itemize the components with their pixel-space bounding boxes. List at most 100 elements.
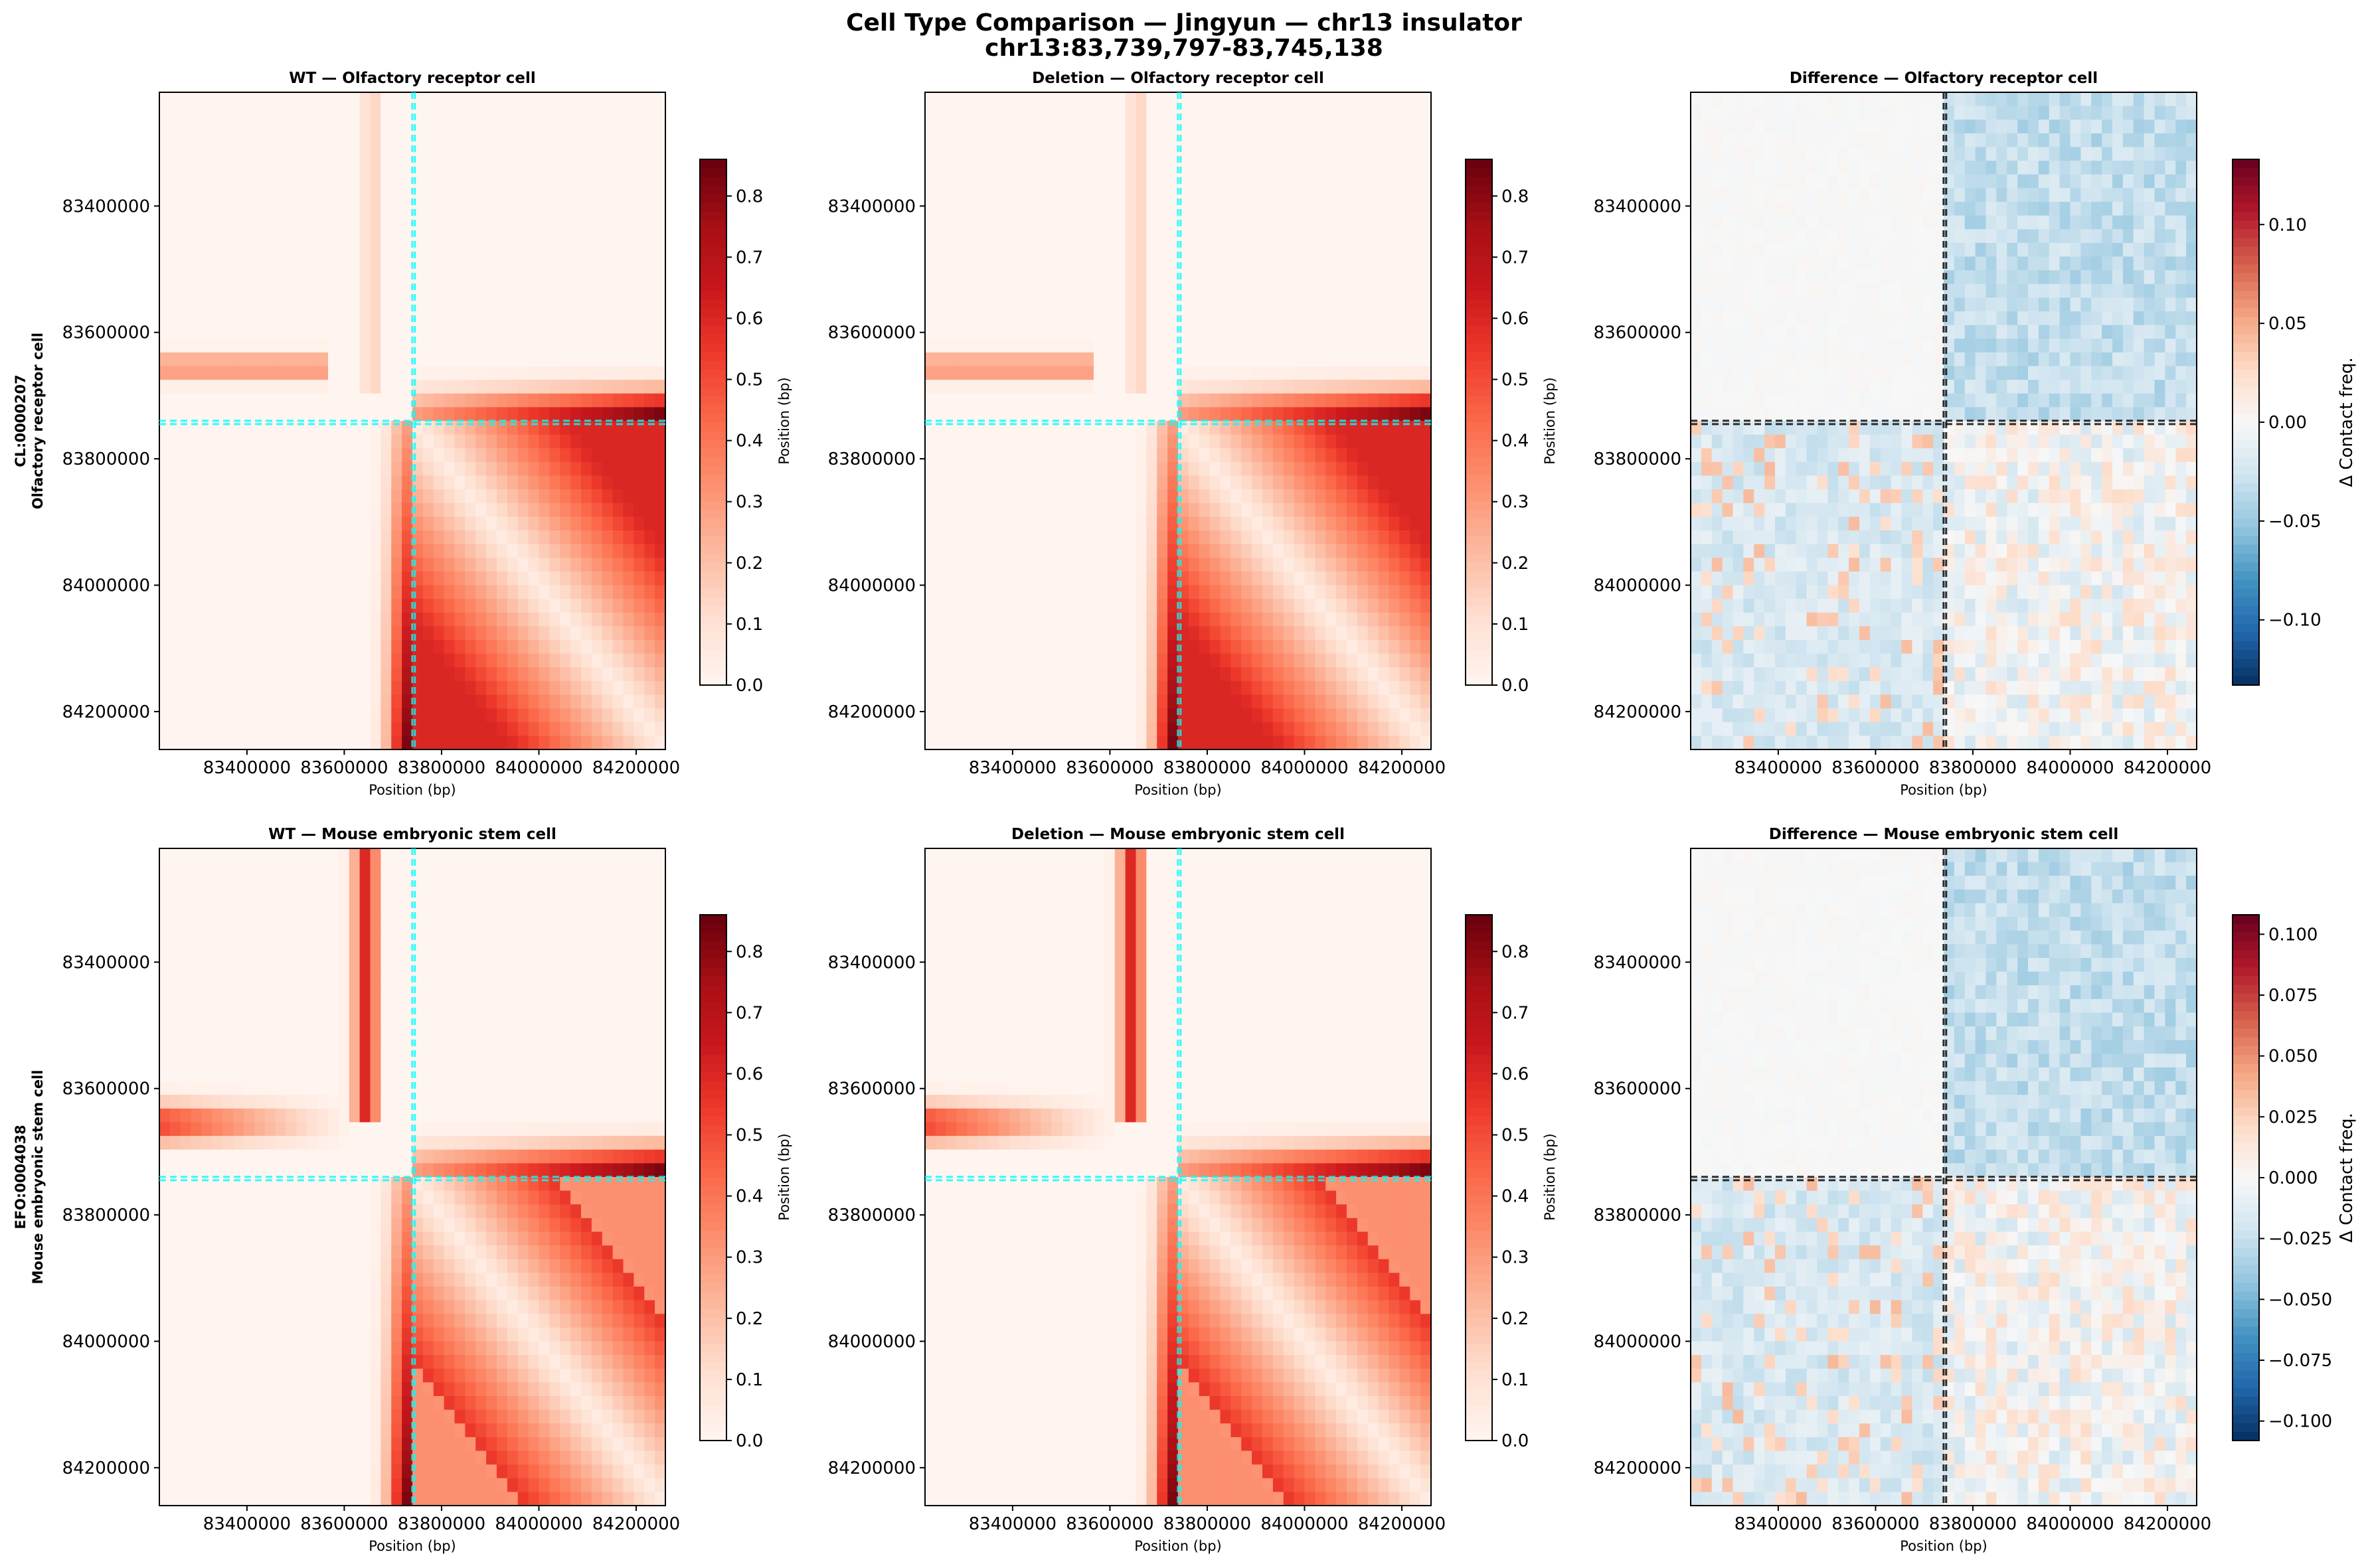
heatmap-cell xyxy=(497,339,508,353)
heatmap-cell xyxy=(1420,380,1432,394)
heatmap-cell xyxy=(1167,92,1179,107)
heatmap-cell xyxy=(338,626,350,641)
heatmap-cell xyxy=(1304,680,1315,696)
heatmap-cell xyxy=(307,722,318,736)
heatmap-cell xyxy=(1136,516,1147,531)
heatmap-cell xyxy=(1357,311,1369,326)
heatmap-cell xyxy=(1294,393,1306,408)
heatmap-cell xyxy=(634,694,645,709)
heatmap-cell xyxy=(1336,475,1347,490)
heatmap-cell xyxy=(465,325,476,339)
heatmap-cell xyxy=(644,339,655,353)
heatmap-cell xyxy=(370,516,381,531)
heatmap-cell xyxy=(1114,92,1126,107)
heatmap-cell xyxy=(1252,516,1263,531)
heatmap-cell xyxy=(381,667,392,682)
heatmap-cell xyxy=(1041,516,1053,531)
heatmap-cell xyxy=(1157,256,1168,271)
heatmap-cell xyxy=(264,92,276,107)
heatmap-cell xyxy=(1157,106,1168,120)
colorbar-segment xyxy=(700,457,726,467)
heatmap-cell xyxy=(1399,694,1410,709)
heatmap-cell xyxy=(1367,585,1379,599)
heatmap-cell xyxy=(1114,421,1126,435)
heatmap-cell xyxy=(988,503,999,517)
heatmap-cell xyxy=(1272,694,1284,709)
heatmap-cell xyxy=(1336,407,1347,422)
heatmap-cell xyxy=(539,448,550,463)
colorbar-segment xyxy=(700,536,726,546)
heatmap-cell xyxy=(286,626,297,641)
heatmap-cell xyxy=(1188,366,1200,380)
heatmap-cell xyxy=(1336,106,1347,120)
heatmap-cell xyxy=(349,421,361,435)
heatmap-cell xyxy=(517,653,529,668)
heatmap-cell xyxy=(2122,119,2134,134)
heatmap-cell xyxy=(1104,544,1116,558)
heatmap-cell xyxy=(349,736,361,750)
heatmap-cell xyxy=(1389,626,1400,641)
heatmap-cell xyxy=(1325,626,1337,641)
heatmap-cell xyxy=(233,667,244,682)
heatmap-cell xyxy=(2133,119,2145,134)
heatmap-cell xyxy=(169,421,181,435)
heatmap-cell xyxy=(1114,722,1126,736)
y-tick-label: 83800000 xyxy=(62,449,150,469)
heatmap-cell xyxy=(349,599,361,613)
heatmap-cell xyxy=(1104,722,1116,736)
heatmap-cell xyxy=(1209,297,1221,312)
heatmap-cell xyxy=(159,680,171,696)
heatmap-cell xyxy=(317,92,329,107)
heatmap-cell xyxy=(1304,503,1315,517)
heatmap-cell xyxy=(1241,722,1252,736)
heatmap-cell xyxy=(381,92,392,107)
heatmap-cell xyxy=(1420,352,1432,367)
heatmap-cell xyxy=(517,202,529,216)
colorbar-segment xyxy=(1466,536,1492,546)
heatmap-cell xyxy=(1094,339,1105,353)
heatmap-cell xyxy=(1030,188,1042,202)
heatmap-cell xyxy=(507,283,519,298)
heatmap-cell xyxy=(486,530,497,545)
heatmap-cell xyxy=(549,380,560,394)
heatmap-cell xyxy=(465,558,476,572)
heatmap-cell xyxy=(539,407,550,422)
heatmap-cell xyxy=(1114,339,1126,353)
heatmap-cell xyxy=(359,653,371,668)
heatmap-cell xyxy=(402,106,413,120)
heatmap-cell xyxy=(402,653,413,668)
heatmap-cell xyxy=(1420,297,1432,312)
heatmap-cell xyxy=(977,174,989,189)
heatmap-cell xyxy=(1157,366,1168,380)
heatmap-cell xyxy=(539,297,550,312)
heatmap-cell xyxy=(402,736,413,750)
heatmap-cell xyxy=(935,640,947,655)
heatmap-cell xyxy=(159,161,171,175)
heatmap-cell xyxy=(454,256,465,271)
heatmap-cell xyxy=(1336,270,1347,285)
heatmap-cell xyxy=(1410,694,1421,709)
heatmap-cell xyxy=(956,215,968,230)
heatmap-cell xyxy=(1146,489,1157,504)
heatmap-cell xyxy=(570,256,582,271)
heatmap-cell xyxy=(286,503,297,517)
heatmap-cell xyxy=(433,380,445,394)
heatmap-cell xyxy=(212,297,223,312)
heatmap-cell xyxy=(602,92,614,107)
heatmap-cell xyxy=(935,147,947,161)
heatmap-cell xyxy=(317,215,329,230)
heatmap-cell xyxy=(560,256,571,271)
heatmap-cell xyxy=(549,680,560,696)
heatmap-cell xyxy=(1062,475,1073,490)
heatmap-cell xyxy=(1378,558,1390,572)
heatmap-cell xyxy=(1062,256,1073,271)
heatmap-cell xyxy=(1272,202,1284,216)
heatmap-cell xyxy=(159,626,171,641)
heatmap-cell xyxy=(549,694,560,709)
heatmap-cell xyxy=(1062,215,1073,230)
heatmap-cell xyxy=(999,421,1010,435)
heatmap-cell xyxy=(264,722,276,736)
heatmap-cell xyxy=(433,571,445,586)
heatmap-cell xyxy=(644,92,655,107)
heatmap-cell xyxy=(570,558,582,572)
